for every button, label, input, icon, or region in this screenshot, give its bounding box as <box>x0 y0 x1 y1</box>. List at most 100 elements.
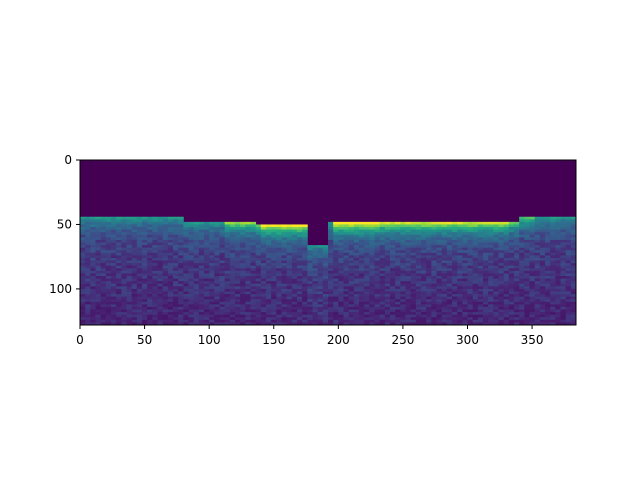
heatmap-cell <box>116 260 122 264</box>
heatmap-cell <box>297 252 303 256</box>
heatmap-cell <box>271 232 277 236</box>
heatmap-cell <box>508 247 515 251</box>
heatmap-cell <box>441 268 448 272</box>
heatmap-cell <box>529 250 536 254</box>
heatmap-cell <box>260 270 267 274</box>
heatmap-cell <box>338 245 344 249</box>
heatmap-cell <box>524 314 530 318</box>
heatmap-cell <box>395 242 401 246</box>
heatmap-cell <box>276 255 282 259</box>
heatmap-cell <box>302 319 308 323</box>
heatmap-cell <box>173 257 179 261</box>
heatmap-cell <box>302 283 308 287</box>
heatmap-cell <box>524 219 530 223</box>
heatmap-cell <box>405 265 412 269</box>
heatmap-cell <box>519 283 525 287</box>
heatmap-cell <box>224 245 231 249</box>
heatmap-cell <box>477 265 484 269</box>
heatmap-cell <box>291 317 298 321</box>
heatmap-cell <box>126 283 133 287</box>
heatmap-cell <box>421 270 427 274</box>
heatmap-cell <box>209 237 215 241</box>
heatmap-cell <box>441 314 448 318</box>
heatmap-cell <box>90 317 96 321</box>
heatmap-cell <box>136 265 143 269</box>
heatmap-cell <box>167 229 174 233</box>
heatmap-cell <box>157 317 164 321</box>
heatmap-cell <box>167 260 174 264</box>
heatmap-cell <box>95 247 102 251</box>
heatmap-cell <box>364 312 370 316</box>
heatmap-cell <box>297 237 303 241</box>
heatmap-cell <box>255 260 262 264</box>
heatmap-cell <box>204 281 210 285</box>
heatmap-cell <box>472 276 479 279</box>
heatmap-cell <box>534 265 541 269</box>
heatmap-cell <box>560 317 567 321</box>
heatmap-cell <box>328 301 334 305</box>
heatmap-cell <box>524 263 530 267</box>
heatmap-cell <box>147 265 153 269</box>
heatmap-cell <box>116 317 122 321</box>
y-tick-label: 0 <box>64 153 72 167</box>
heatmap-cell <box>219 312 226 316</box>
heatmap-cell <box>322 281 329 285</box>
heatmap-cell <box>162 314 169 318</box>
heatmap-cell <box>519 263 525 267</box>
heatmap-cell <box>400 229 406 233</box>
heatmap-cell <box>560 270 567 274</box>
heatmap-cell <box>302 224 308 228</box>
heatmap-cell <box>183 250 189 254</box>
heatmap-cell <box>436 234 443 238</box>
heatmap-cell <box>348 263 355 267</box>
heatmap-cell <box>286 294 293 298</box>
heatmap-cell <box>255 247 262 251</box>
heatmap-cell <box>477 234 484 238</box>
heatmap-cell <box>555 312 561 316</box>
heatmap-cell <box>498 224 505 228</box>
heatmap-cell <box>162 260 169 264</box>
heatmap-cell <box>410 245 417 249</box>
heatmap-cell <box>240 278 246 282</box>
heatmap-cell <box>173 239 179 243</box>
heatmap-cell <box>539 245 546 249</box>
heatmap-cell <box>400 322 406 326</box>
heatmap-cell <box>560 227 567 231</box>
heatmap-cell <box>514 304 520 308</box>
heatmap-cell <box>312 281 319 285</box>
heatmap-cell <box>260 237 267 241</box>
heatmap-cell <box>286 314 293 318</box>
heatmap-cell <box>250 224 257 228</box>
heatmap-cell <box>462 273 468 277</box>
heatmap-cell <box>276 224 282 228</box>
heatmap-cell <box>116 257 122 261</box>
heatmap-cell <box>85 224 91 228</box>
heatmap-cell <box>136 276 143 279</box>
heatmap-cell <box>147 288 153 292</box>
heatmap-cell <box>328 247 334 251</box>
heatmap-cell <box>555 221 561 225</box>
heatmap-cell <box>390 317 396 321</box>
heatmap-cell <box>514 227 520 231</box>
heatmap-cell <box>348 237 355 241</box>
heatmap-cell <box>297 296 303 300</box>
heatmap-cell <box>431 229 437 233</box>
heatmap-cell <box>565 219 572 223</box>
heatmap-cell <box>508 224 515 228</box>
heatmap-cell <box>395 245 401 249</box>
heatmap-cell <box>312 296 319 300</box>
heatmap-cell <box>395 301 401 305</box>
heatmap-cell <box>255 234 262 238</box>
heatmap-cell <box>266 319 272 323</box>
heatmap-cell <box>328 245 334 249</box>
heatmap-cell <box>462 306 468 310</box>
heatmap-cell <box>379 245 386 249</box>
heatmap-cell <box>224 273 231 277</box>
heatmap-cell <box>271 294 277 298</box>
heatmap-cell <box>390 239 396 243</box>
heatmap-cell <box>529 288 536 292</box>
heatmap-cell <box>503 322 510 326</box>
heatmap-cell <box>80 294 86 298</box>
heatmap-cell <box>131 322 138 326</box>
heatmap-cell <box>240 221 246 225</box>
